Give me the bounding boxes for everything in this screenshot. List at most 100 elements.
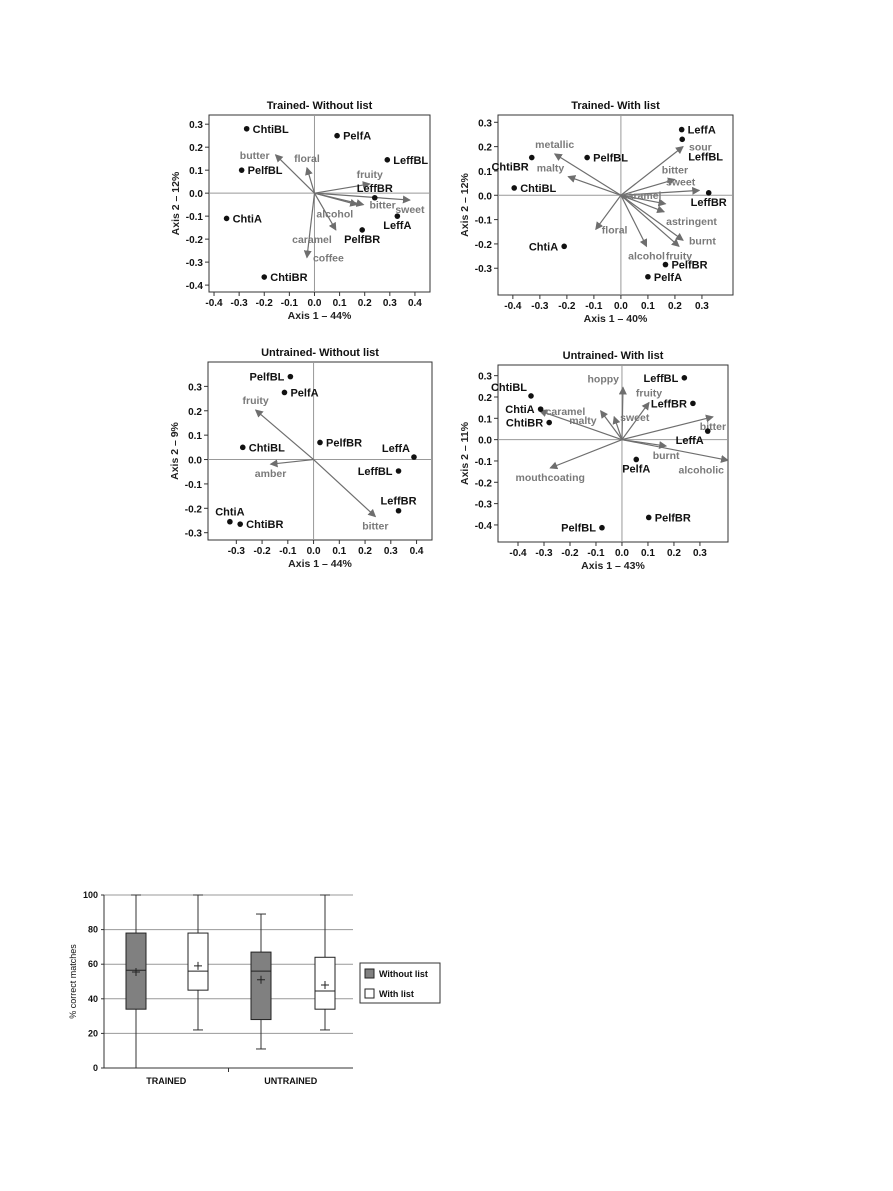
y-tick-label: 0.2: [189, 143, 203, 154]
point-LeffBL: [395, 468, 402, 474]
x-tick-label: 0.2: [668, 301, 682, 312]
x-tick-label: -0.1: [279, 546, 297, 557]
x-tick-label: -0.3: [531, 301, 549, 312]
point-label: LeffA: [382, 443, 410, 455]
box-untrained-without: [250, 913, 272, 1050]
point-label: LeffBL: [688, 151, 723, 163]
vector-label: bitter: [700, 421, 726, 433]
chart-title: Untrained- Without list: [261, 347, 379, 359]
loading-vector-bitter: [621, 414, 714, 441]
y-tick-label: 100: [83, 890, 98, 900]
x-tick-label: 0.0: [615, 548, 629, 559]
vector-label: amber: [255, 468, 287, 480]
x-tick-label: -0.1: [585, 301, 603, 312]
vector-label: fruity: [243, 395, 269, 407]
y-tick-label: 0.0: [478, 436, 492, 447]
x-tick-label: -0.2: [253, 546, 271, 557]
point-PelfBL: [238, 167, 245, 173]
y-tick-label: 0.1: [189, 166, 203, 177]
vector-label: coffee: [313, 253, 344, 265]
mean-marker: [194, 961, 202, 970]
x-tick-label: 0.3: [693, 548, 707, 559]
x-tick-label: 0.1: [332, 546, 346, 557]
point-PelfBL: [584, 154, 590, 161]
point-label: PelfBR: [326, 437, 362, 449]
vector-label: alcohol: [628, 250, 665, 262]
x-tick-label: 0.3: [695, 301, 709, 312]
point-label: ChtiBR: [491, 162, 528, 174]
point-label: ChtiBL: [491, 382, 527, 394]
point-label: ChtiBR: [246, 519, 283, 531]
legend-swatch: [364, 968, 375, 979]
point-label: LeffA: [383, 220, 411, 232]
vector-label: caramel: [546, 406, 586, 418]
point-ChtiBR: [546, 419, 552, 426]
y-tick-label: -0.3: [186, 258, 204, 269]
point-ChtiBL: [511, 185, 518, 191]
point-label: LeffA: [688, 125, 716, 137]
point-label: ChtiBR: [270, 272, 307, 284]
loading-vector-fruity: [314, 181, 371, 194]
x-tick-label: 0.1: [641, 301, 655, 312]
x-tick-label: 0.2: [358, 298, 372, 309]
biplot-panel: Trained- With list -0.4 -0.3 -0.2 -0.1 0.0 0.1…: [459, 100, 734, 325]
x-tick-label: -0.2: [561, 548, 579, 559]
x-tick-label: 0.0: [308, 298, 322, 309]
y-tick-label: 80: [88, 925, 98, 935]
x-tick-label: -0.3: [535, 548, 553, 559]
y-tick-label: 0.0: [189, 189, 203, 200]
vector-label: sweet: [395, 204, 425, 216]
x-tick-label: -0.3: [228, 546, 246, 557]
y-tick-label: 0.3: [478, 118, 492, 129]
loading-vector-bitter: [620, 177, 676, 196]
y-tick-label: -0.2: [475, 240, 493, 251]
vector-label: alcoholic: [678, 464, 724, 476]
x-tick-label: 0.1: [333, 298, 347, 309]
loading-vector-alcoholic: [621, 439, 729, 463]
x-tick-label: 0.3: [384, 546, 398, 557]
y-tick-label: 0.2: [188, 407, 202, 418]
plot-frame: [497, 114, 734, 296]
y-axis-label: Axis 2 – 12%: [459, 173, 471, 237]
x-axis-label: Axis 1 – 40%: [584, 313, 648, 325]
point-ChtiBR: [237, 521, 243, 527]
category-label: TRAINED: [146, 1076, 186, 1086]
y-axis-label: Axis 2 – 11%: [459, 421, 471, 485]
vector-label: burnt: [689, 235, 716, 247]
y-tick-label: -0.3: [475, 264, 493, 275]
point-PelfBR: [645, 514, 652, 521]
point-label: PelfBL: [561, 523, 596, 535]
x-tick-label: -0.2: [558, 301, 576, 312]
point-label: ChtiA: [505, 404, 534, 416]
point-label: ChtiA: [233, 213, 262, 225]
x-tick-label: -0.4: [205, 298, 223, 309]
point-ChtiA: [537, 406, 544, 412]
point-LeffA: [394, 213, 401, 219]
y-tick-label: -0.1: [186, 212, 204, 223]
x-tick-label: 0.0: [614, 301, 628, 312]
point-label: PelfA: [343, 131, 371, 143]
vector-label: fruity: [636, 388, 662, 400]
loading-vector-mouthcoating: [549, 439, 623, 470]
biplot-panel: Untrained- With list -0.4 -0.3 -0.2 -0.1 0.0 0…: [459, 350, 729, 572]
point-PelfA: [633, 456, 640, 463]
mean-marker: [132, 967, 140, 976]
x-tick-label: -0.1: [281, 298, 299, 309]
point-label: LeffBR: [651, 398, 687, 410]
point-label: LeffA: [676, 435, 704, 447]
point-LeffA: [704, 428, 711, 434]
x-tick-label: 0.2: [358, 546, 372, 557]
chart-title: Trained- Without list: [267, 100, 373, 112]
y-tick-label: -0.3: [475, 500, 493, 511]
mean-marker: [257, 975, 265, 984]
vector-label: bitter: [369, 200, 395, 212]
x-tick-label: 0.0: [307, 546, 321, 557]
loading-vector-caramel: [538, 409, 623, 441]
point-ChtiA: [561, 243, 567, 250]
loading-vector-coffee: [303, 193, 316, 259]
loading-vector-hoppy: [618, 386, 627, 440]
point-ChtiBR: [528, 154, 535, 161]
vector-label: fruity: [357, 169, 383, 181]
y-tick-label: 0.0: [188, 456, 202, 467]
